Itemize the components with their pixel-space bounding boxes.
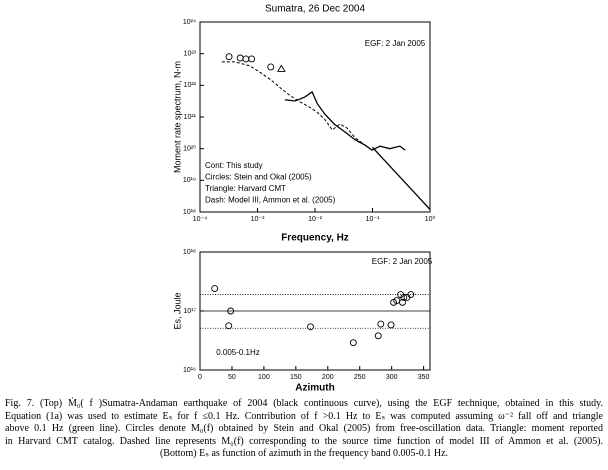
- x-axis-label: Frequency, Hz: [281, 233, 349, 244]
- circle-marker: [225, 322, 233, 330]
- circle-marker: [307, 323, 314, 331]
- y-tick-label: 10¹⁹: [183, 177, 196, 184]
- series-line: [372, 146, 431, 210]
- caption-line: in Harvard CMT catalog. Dashed line repr…: [5, 435, 603, 447]
- legend-text: Cont: This study: [205, 161, 263, 170]
- circle-marker: [374, 332, 382, 340]
- circle-marker: [211, 285, 219, 293]
- legend-text: Triangle: Harvard CMT: [205, 184, 286, 193]
- series-line: [284, 90, 406, 151]
- circle-marker: [267, 63, 275, 71]
- x-tick-label: 10⁻³: [251, 216, 265, 223]
- x-tick-label: 0: [198, 374, 202, 381]
- chart-title: Sumatra, 26 Dec 2004: [265, 4, 365, 15]
- x-tick-label: 150: [290, 374, 302, 381]
- circle-marker: [407, 291, 415, 299]
- x-tick-label: 10⁰: [425, 215, 436, 223]
- x-tick-label: 10⁻⁴: [193, 216, 208, 223]
- circle-marker: [399, 298, 406, 306]
- x-tick-label: 10⁻¹: [366, 216, 380, 223]
- x-tick-label: 50: [228, 374, 236, 381]
- y-tick-label: 10¹⁶: [183, 367, 196, 374]
- y-axis-label: Moment rate spectrum, N-m: [172, 61, 182, 173]
- circle-marker: [236, 54, 244, 62]
- caption-line: (Bottom) Eₛ as function of azimuth in th…: [159, 448, 449, 459]
- circle-marker: [227, 307, 235, 315]
- circle-marker: [400, 293, 408, 301]
- annotation: EGF: 2 Jan 2005: [372, 257, 433, 266]
- y-axis-label: Es, Joule: [172, 292, 182, 329]
- legend-text: Dash: Model III, Ammon et al. (2005): [205, 196, 336, 205]
- x-tick-label: 300: [386, 374, 398, 381]
- circle-marker: [377, 320, 385, 328]
- caption-line: Equation (1a) was used to estimate Eₛ fo…: [5, 410, 603, 422]
- x-axis-label: Azimuth: [295, 383, 334, 394]
- annotation: EGF: 2 Jan 2005: [365, 39, 426, 48]
- triangle-marker: [277, 64, 286, 72]
- circle-marker: [242, 55, 250, 63]
- y-tick-label: 10¹⁷: [183, 308, 196, 315]
- x-tick-label: 250: [354, 374, 366, 381]
- x-tick-label: 100: [258, 374, 270, 381]
- y-tick-label: 10¹⁸: [183, 249, 196, 256]
- circle-marker: [225, 53, 233, 61]
- circle-marker: [349, 339, 357, 347]
- y-tick-label: 10²⁴: [183, 19, 196, 26]
- y-tick-label: 10²¹: [184, 114, 197, 121]
- circle-marker: [387, 321, 395, 329]
- y-tick-label: 10²²: [184, 82, 197, 89]
- annotation: 0.005-0.1Hz: [216, 348, 260, 357]
- series-line: [221, 61, 373, 151]
- circle-marker: [248, 55, 256, 63]
- y-tick-label: 10²³: [184, 51, 197, 58]
- x-tick-label: 200: [322, 374, 334, 381]
- caption-line: above 0.1 Hz (green line). Circles denot…: [5, 423, 603, 434]
- y-tick-label: 10²⁰: [183, 145, 196, 153]
- figure: Sumatra, 26 Dec 2004 Frequency, Hz Moment …: [172, 4, 436, 394]
- x-tick-label: 350: [418, 374, 430, 381]
- x-tick-label: 10⁻²: [308, 216, 322, 223]
- y-tick-label: 10¹⁸: [183, 209, 196, 216]
- caption-line: Fig. 7. (Top) Ṁ₀( f )Sumatra-Andaman ear…: [5, 398, 603, 409]
- legend-text: Circles: Stein and Okal (2005): [205, 173, 312, 182]
